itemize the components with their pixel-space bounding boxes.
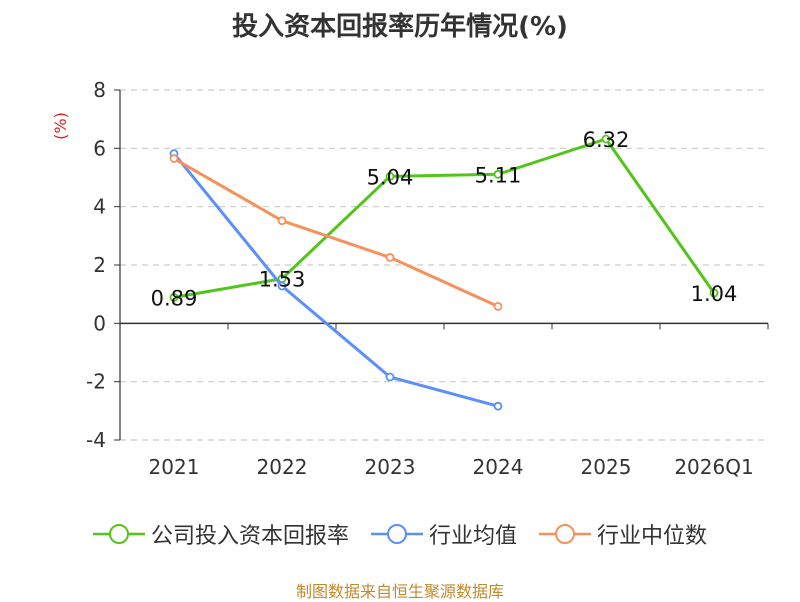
data-label: 1.53 <box>259 268 306 292</box>
y-tick-label: 8 <box>93 78 106 102</box>
legend-item-industry-mean[interactable]: 行业均值 <box>370 518 517 550</box>
data-point <box>709 288 719 298</box>
y-tick-label: 4 <box>93 195 106 219</box>
legend-item-industry-median[interactable]: 行业中位数 <box>539 518 707 550</box>
data-point <box>493 169 503 179</box>
chart-title: 投入资本回报率历年情况(%) <box>232 12 568 42</box>
y-axis-label: (%) <box>51 112 70 140</box>
x-tick-label: 2023 <box>365 455 416 479</box>
y-tick-label: 2 <box>93 253 106 277</box>
x-tick-label: 2025 <box>581 455 632 479</box>
series-line-0 <box>173 137 716 299</box>
axes: -4 -2 0 2 4 6 8 (%) 2021 2022 2023 2024 2025 2026Q1 <box>51 78 769 479</box>
data-point <box>277 216 287 226</box>
y-tick-label: 0 <box>93 311 106 335</box>
x-tick-label: 2026Q1 <box>674 455 753 479</box>
x-tick-label: 2024 <box>473 455 524 479</box>
grid-lines <box>120 89 768 441</box>
source-note: 制图数据来自恒生聚源数据库 <box>295 582 504 601</box>
data-point <box>385 253 395 262</box>
data-point <box>277 281 287 291</box>
legend-marker-icon <box>92 524 145 544</box>
legend-marker-icon <box>539 524 591 544</box>
legend-label: 行业均值 <box>428 524 517 549</box>
data-point <box>169 154 179 163</box>
data-label: 5.11 <box>475 163 522 187</box>
legend-label: 行业中位数 <box>597 524 708 549</box>
legend-item-company[interactable]: 公司投入资本回报率 <box>92 518 349 550</box>
legend: 公司投入资本回报率 行业均值 行业中位数 <box>0 518 800 550</box>
series-line-2 <box>173 157 499 308</box>
data-label: 5.04 <box>367 165 414 189</box>
series-lines <box>169 134 719 411</box>
data-labels: 0.89 1.53 5.04 5.11 6.32 1.04 <box>151 128 738 310</box>
data-point <box>493 302 503 311</box>
y-tick-label: -4 <box>86 428 106 452</box>
data-label: 6.32 <box>583 128 630 152</box>
data-point <box>385 372 395 382</box>
data-point <box>493 401 503 411</box>
series-line-1 <box>172 152 499 408</box>
data-point <box>601 134 611 144</box>
legend-marker-icon <box>370 524 423 544</box>
data-point <box>169 292 179 302</box>
y-tick-label: 6 <box>93 136 106 160</box>
x-tick-label: 2021 <box>149 455 200 479</box>
data-point <box>385 171 395 181</box>
legend-label: 公司投入资本回报率 <box>150 524 349 549</box>
x-tick-label: 2022 <box>257 455 308 479</box>
y-tick-label: -2 <box>86 370 106 394</box>
data-label: 1.04 <box>691 282 738 306</box>
data-label: 0.89 <box>151 286 198 310</box>
